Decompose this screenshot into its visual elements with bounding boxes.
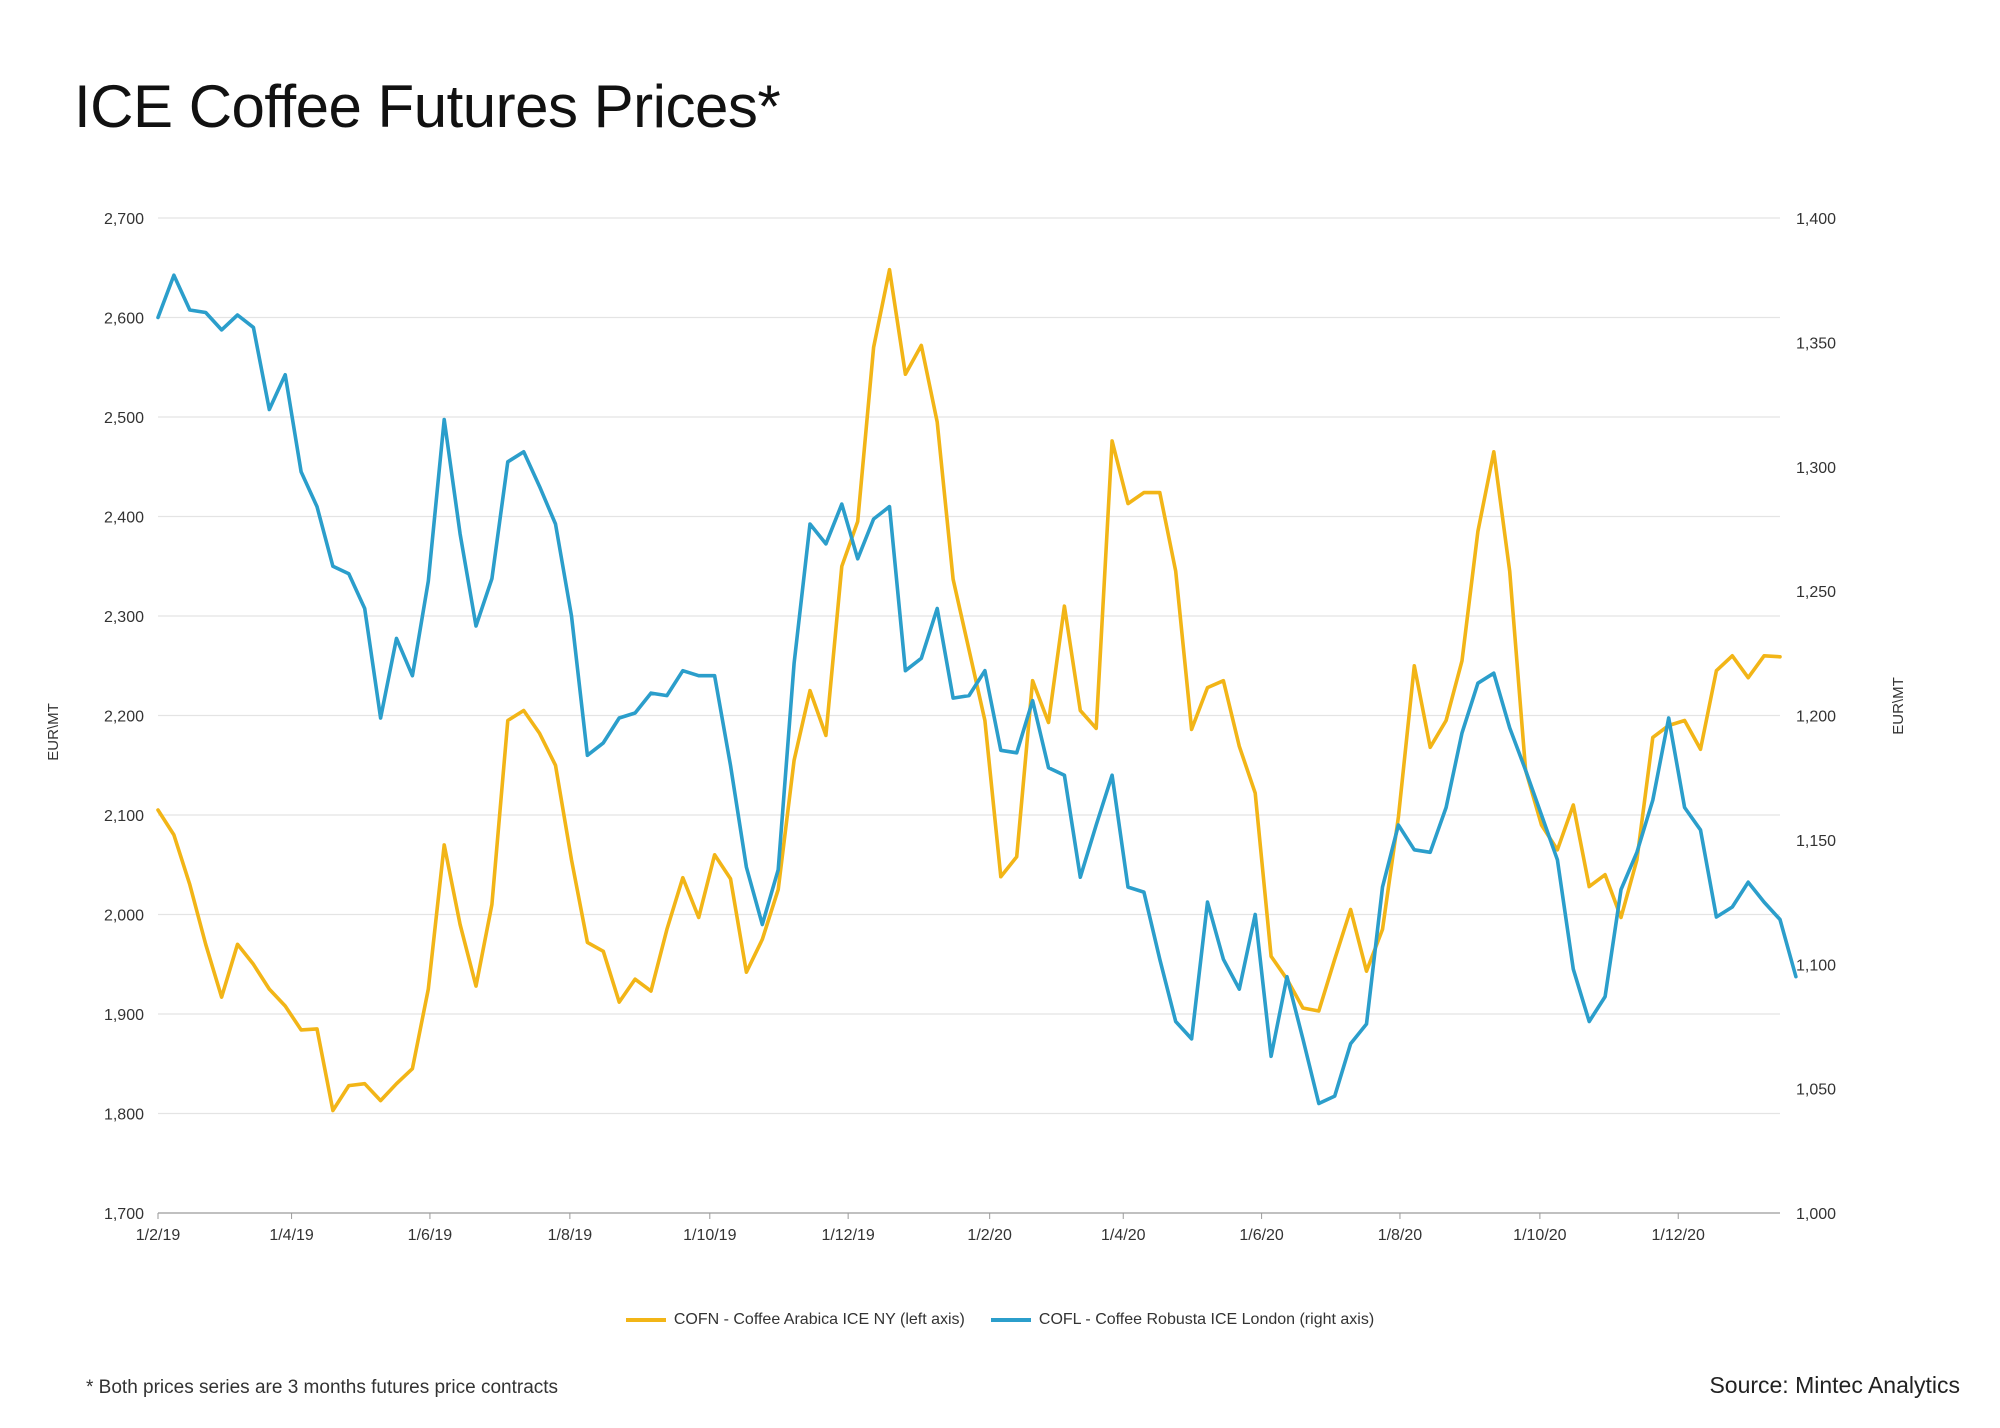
legend-swatch-robusta xyxy=(990,1318,1031,1322)
left-tick-label: 2,100 xyxy=(104,808,144,825)
left-tick-label: 1,900 xyxy=(104,1007,144,1024)
left-tick-label: 1,800 xyxy=(104,1107,144,1124)
legend-swatch-arabica xyxy=(625,1318,666,1322)
x-tick-label: 1/4/19 xyxy=(269,1227,314,1244)
gridlines xyxy=(158,217,1780,1214)
left-tick-label: 1,700 xyxy=(104,1206,144,1223)
right-tick-label: 1,300 xyxy=(1796,460,1836,477)
right-tick-label: 1,100 xyxy=(1796,957,1836,974)
x-tick-label: 1/8/19 xyxy=(548,1227,593,1244)
x-tick-label: 1/6/19 xyxy=(408,1227,453,1244)
left-tick-label: 2,400 xyxy=(104,510,144,527)
right-tick-label: 1,150 xyxy=(1796,833,1836,850)
x-tick-label: 1/2/20 xyxy=(967,1227,1012,1244)
legend: COFN - Coffee Arabica ICE NY (left axis)… xyxy=(0,1311,2000,1329)
right-tick-label: 1,050 xyxy=(1796,1082,1836,1099)
left-tick-label: 2,000 xyxy=(104,908,144,925)
x-tick-label: 1/4/20 xyxy=(1101,1227,1146,1244)
chart-title: ICE Coffee Futures Prices* xyxy=(74,73,781,140)
right-axis-ticks: 1,000 1,050 1,100 1,150 1,200 1,250 1,300 1,350… xyxy=(1796,211,1836,1223)
x-tick-label: 1/8/20 xyxy=(1378,1227,1423,1244)
legend-label-robusta: COFL - Coffee Robusta ICE London (right … xyxy=(1038,1311,1375,1328)
left-tick-label: 2,500 xyxy=(104,410,144,427)
right-tick-label: 1,250 xyxy=(1796,584,1836,601)
x-tick-label: 1/10/19 xyxy=(683,1227,736,1244)
x-axis-ticks: 1/2/19 1/4/19 1/6/19 1/8/19 1/10/19 1/12/19 1/… xyxy=(136,1213,1705,1244)
right-tick-label: 1,000 xyxy=(1796,1206,1836,1223)
x-tick-label: 1/10/20 xyxy=(1513,1227,1566,1244)
left-axis-ticks: 1,700 1,800 1,900 2,000 2,100 2,200 2,300 2,400… xyxy=(104,211,144,1223)
x-tick-label: 1/6/20 xyxy=(1239,1227,1284,1244)
source-credit: Source: Mintec Analytics xyxy=(1709,1372,1960,1398)
right-tick-label: 1,400 xyxy=(1796,211,1836,228)
left-tick-label: 2,300 xyxy=(104,609,144,626)
left-tick-label: 2,200 xyxy=(104,709,144,726)
right-tick-label: 1,350 xyxy=(1796,335,1836,352)
x-tick-label: 1/12/20 xyxy=(1652,1227,1705,1244)
legend-item-robusta: COFL - Coffee Robusta ICE London (right … xyxy=(990,1311,1375,1329)
right-tick-label: 1,200 xyxy=(1796,709,1836,726)
footnote: * Both prices series are 3 months future… xyxy=(86,1377,559,1398)
series-line-arabica xyxy=(156,267,1782,1113)
left-tick-label: 2,700 xyxy=(104,211,144,228)
left-axis-label: EUR\MT xyxy=(45,703,62,761)
right-axis-label: EUR\MT xyxy=(1890,677,1907,735)
series-line-robusta xyxy=(156,273,1798,1106)
legend-item-arabica: COFN - Coffee Arabica ICE NY (left axis) xyxy=(625,1311,965,1329)
legend-label-arabica: COFN - Coffee Arabica ICE NY (left axis) xyxy=(673,1311,965,1328)
x-tick-label: 1/12/19 xyxy=(821,1227,874,1244)
left-tick-label: 2,600 xyxy=(104,311,144,328)
series-lines xyxy=(156,267,1798,1113)
x-tick-label: 1/2/19 xyxy=(136,1227,181,1244)
